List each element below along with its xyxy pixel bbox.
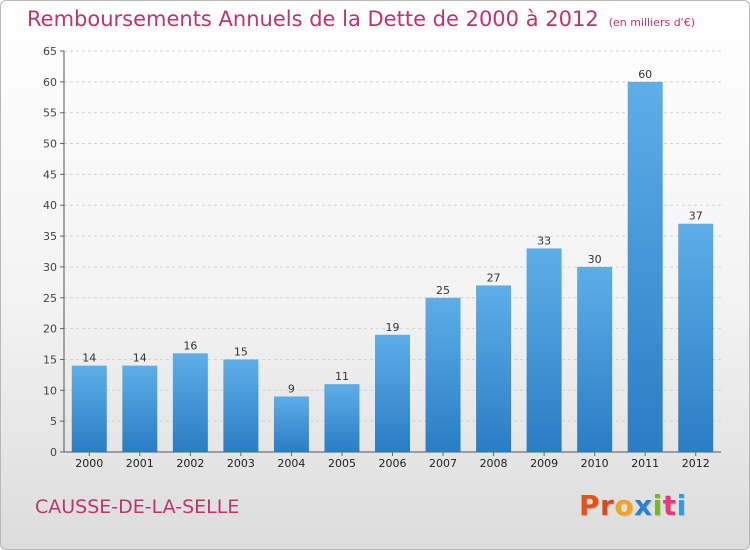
y-tick-label: 0 <box>50 446 57 459</box>
bar-2007[interactable] <box>425 297 461 452</box>
x-tick-label: 2012 <box>682 457 710 470</box>
data-label-2002: 16 <box>183 339 197 352</box>
x-tick-label: 2004 <box>277 457 305 470</box>
y-tick-label: 40 <box>43 199 57 212</box>
x-tick-label: 2002 <box>176 457 204 470</box>
logo-letter: i <box>676 489 687 522</box>
y-tick-label: 55 <box>43 107 57 120</box>
commune-name: CAUSSE-DE-LA-SELLE <box>35 496 240 518</box>
chart-title: Remboursements Annuels de la Dette de 20… <box>27 7 599 31</box>
data-label-2006: 19 <box>386 321 400 334</box>
x-tick-label: 2008 <box>480 457 508 470</box>
data-label-2005: 11 <box>335 370 349 383</box>
logo-letter: x <box>634 489 653 522</box>
x-tick-label: 2000 <box>75 457 103 470</box>
x-tick-label: 2006 <box>379 457 407 470</box>
y-tick-label: 35 <box>43 230 57 243</box>
data-label-2004: 9 <box>288 382 295 395</box>
x-tick-label: 2005 <box>328 457 356 470</box>
data-labels: 14 14 16 15 9 11 19 25 27 33 30 60 37 <box>82 68 702 396</box>
bar-2010[interactable] <box>577 266 613 452</box>
x-tick-label: 2009 <box>530 457 558 470</box>
data-label-2011: 60 <box>638 68 652 81</box>
logo-letter: r <box>600 489 615 522</box>
logo-letter: P <box>579 489 601 522</box>
y-tick-label: 65 <box>43 45 57 58</box>
bar-2011[interactable] <box>627 81 663 452</box>
bar-2004[interactable] <box>273 396 309 452</box>
chart-unit: (en milliers d'€) <box>608 16 695 29</box>
bar-2012[interactable] <box>678 223 714 452</box>
logo-letter: o <box>614 489 635 522</box>
x-tick-label: 2003 <box>227 457 255 470</box>
y-tick-label: 50 <box>43 138 57 151</box>
y-tick-label: 20 <box>43 323 57 336</box>
proxiti-logo[interactable]: Proxiti <box>579 489 687 522</box>
data-label-2001: 14 <box>133 352 147 365</box>
bar-2001[interactable] <box>122 365 158 452</box>
data-label-2007: 25 <box>436 284 450 297</box>
chart-title-block: Remboursements Annuels de la Dette de 20… <box>27 7 695 31</box>
bar-2008[interactable] <box>476 285 512 452</box>
y-tick-label: 15 <box>43 353 57 366</box>
bars <box>71 81 714 452</box>
data-label-2003: 15 <box>234 345 248 358</box>
data-label-2010: 30 <box>588 253 602 266</box>
bar-2006[interactable] <box>375 334 410 452</box>
x-tick-label: 2011 <box>631 457 659 470</box>
logo-letter: t <box>662 489 677 522</box>
data-label-2000: 14 <box>82 352 96 365</box>
bar-2000[interactable] <box>71 365 107 452</box>
x-tick-label: 2007 <box>429 457 457 470</box>
data-label-2009: 33 <box>537 234 551 247</box>
logo-letter: i <box>652 489 663 522</box>
y-tick-label: 30 <box>43 261 57 274</box>
bar-2002[interactable] <box>172 353 208 452</box>
data-label-2008: 27 <box>487 271 501 284</box>
bar-2003[interactable] <box>223 359 259 452</box>
bar-2005[interactable] <box>324 384 360 452</box>
x-tick-label: 2001 <box>126 457 154 470</box>
y-tick-label: 25 <box>43 292 57 305</box>
y-tick-label: 60 <box>43 76 57 89</box>
data-label-2012: 37 <box>689 210 703 223</box>
y-tick-label: 5 <box>50 415 57 428</box>
bar-2009[interactable] <box>526 248 562 452</box>
y-tick-label: 10 <box>43 384 57 397</box>
x-tick-label: 2010 <box>581 457 609 470</box>
y-tick-label: 45 <box>43 168 57 181</box>
